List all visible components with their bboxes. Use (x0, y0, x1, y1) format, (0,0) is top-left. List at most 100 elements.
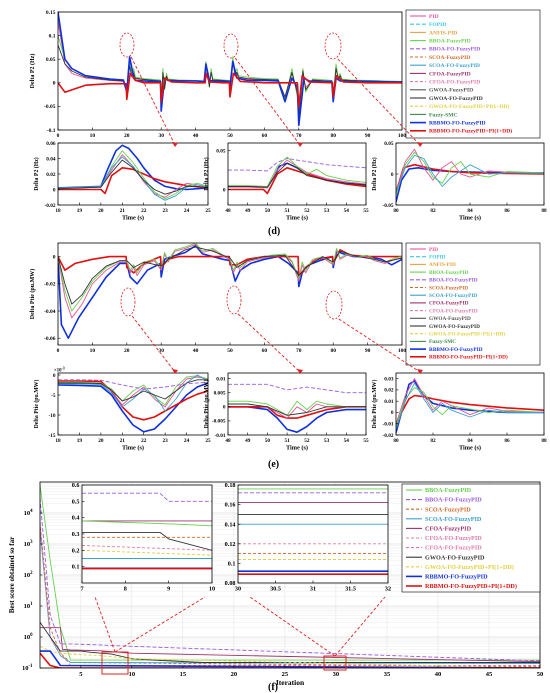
d-main-legend-entry: BBOA-FuzzyPID (429, 38, 471, 44)
e-main-y-tick-label: -0.02 (44, 282, 56, 288)
zoom-callout-circle (324, 32, 342, 60)
e-zoom2-x-tick-label: 54 (344, 438, 350, 444)
e-zoom2-y-tick-label: -0.01 (214, 433, 225, 439)
d-zoom1-y-tick-label: 0.06 (46, 141, 56, 147)
f-zoom2-y-tick-label: 0.14 (225, 521, 236, 528)
e-main-x-tick-label: 20 (124, 348, 130, 354)
e-zoom3-y-tick-label: -0.01 (382, 421, 393, 427)
f-zoom2-y-tick-label: 0.12 (225, 541, 236, 548)
e-zoom2-axes-frame (227, 372, 367, 436)
d-main-legend-entry: PID (429, 14, 439, 20)
e-zoom2-y-tick-label: 0 (223, 405, 226, 411)
d-main-x-tick-label: 60 (262, 133, 268, 139)
f-zoom1-y-tick-label: 0.2 (72, 547, 80, 554)
d-main-plot-bg (58, 12, 402, 130)
zoom-callout-circle (226, 285, 242, 315)
f-zoom2-x-tick-label: 30 (235, 586, 241, 593)
e-zoom1-series-group (58, 374, 208, 433)
d-main-legend-entry: GWOA-FO-FuzzyPID (429, 96, 483, 102)
f-main-series-line (40, 498, 540, 662)
e-zoom1-axes-frame (57, 372, 209, 436)
e-main-series-line (58, 246, 402, 305)
f-zoom1-x-tick-label: 8 (124, 586, 127, 593)
e-main-legend-entry: GWOA-FuzzyPID (429, 316, 471, 322)
d-zoom1-x-tick-label: 24 (184, 208, 190, 214)
e-main-legend-entry: CFOA-FO-FuzzyPID (429, 308, 478, 314)
f-zoom1-y-tick-label: 0.5 (72, 498, 80, 505)
d-zoom2-x-tick-label: 52 (304, 208, 310, 214)
f-zoom2-y-tick-label: 0.16 (225, 502, 236, 509)
d-main-x-tick-label: 90 (365, 133, 371, 139)
d-main-legend-entry: Fuzzy-SMC (429, 112, 458, 118)
d-zoom2-x-tick-label: 49 (245, 208, 251, 214)
d-zoom2-x-tick-label: 51 (284, 208, 290, 214)
d-zoom1-series-line (58, 144, 208, 191)
zoom-callout-arrow (249, 596, 336, 657)
f-main-legend-entry: CFOA-FuzzyPID (425, 525, 472, 532)
e-zoom2-x-tick-label: 49 (245, 438, 251, 444)
e-main-legend-entry: Fuzzy-SMC (429, 339, 456, 345)
f-zoom2-plot-bg (238, 485, 388, 583)
d-main-y-tick-label: -0.05 (44, 104, 56, 110)
e-main-x-tick-label: 30 (158, 348, 164, 354)
d-main-series-line (58, 35, 402, 124)
f-zoom1-series-line (82, 492, 212, 502)
d-zoom3-x-tick-label: 80 (393, 208, 399, 214)
d-zoom2-x-tick-label: 53 (324, 208, 330, 214)
e-main-x-tick-label: 40 (193, 348, 199, 354)
e-zoom3-y-tick-label: 0.03 (384, 376, 394, 382)
d-zoom3-series-line (396, 154, 544, 193)
e-zoom2-y-tick-label: -0.005 (212, 419, 226, 425)
d-zoom3-y-tick-label: 0.05 (384, 141, 394, 147)
f-zoom1-y-tick-label: 0.4 (72, 515, 80, 522)
d-main-x-tick-label: 80 (330, 133, 336, 139)
d-zoom1-x-axis-label: Time (s) (122, 215, 144, 222)
d-zoom1-y-tick-label: -0.02 (44, 203, 55, 209)
d-zoom3-y-axis-label: Delta P2 (Hz) (371, 157, 378, 191)
zoom-callout-circle (223, 33, 239, 59)
e-main-x-tick-label: 50 (227, 348, 233, 354)
e-zoom3-y-tick-label: 0 (391, 410, 394, 416)
e-zoom2-y-axis-label: Delta Ptie (pu.MW) (203, 380, 210, 429)
d-zoom2-y-tick-label: 0.05 (216, 149, 226, 155)
zoom-callout-arrowhead (172, 142, 178, 147)
d-zoom1-x-tick-label: 23 (162, 208, 168, 214)
d-zoom2-x-axis-label: Time (s) (286, 215, 308, 222)
e-main-legend-entry: SCOA-FuzzyPID (429, 285, 468, 291)
e-zoom1-x-tick-label: 19 (77, 438, 83, 444)
e-main-x-tick-label: 0 (57, 348, 60, 354)
f-zoom2-x-tick-label: 30.5 (270, 586, 281, 593)
d-zoom1-series-line (58, 167, 208, 195)
f-zoom1-series-group (82, 492, 212, 570)
f-zoom1-x-tick-label: 9 (167, 586, 170, 593)
f-main-legend-entry: CFOA-FO-FuzzyPID (425, 535, 482, 542)
d-main-x-tick-label: 20 (124, 133, 130, 139)
zoom-callout-arrow (338, 318, 421, 373)
d-main-legend-entry: CFOA-FO-FuzzyPID (429, 79, 480, 85)
e-main-y-axis-label: Delta Ptie (pu.MW) (29, 269, 36, 320)
d-main-x-tick-label: 70 (296, 133, 302, 139)
d-zoom2-y-tick-label: 0 (223, 187, 226, 193)
f-main-y-tick-label: 100 (24, 633, 34, 641)
f-zoom2-y-tick-label: 0.18 (225, 482, 236, 489)
e-main-legend-entry: BBOA-FuzzyPID (429, 270, 469, 276)
panel-label-f: (f) (268, 682, 278, 693)
f-zoom2-x-tick-label: 32 (385, 586, 391, 593)
f-main-x-tick-label: 15 (180, 671, 187, 678)
f-zoom1-series-line (82, 531, 212, 551)
e-zoom3-x-axis-label: Time (s) (459, 445, 481, 452)
f-main-x-tick-label: 30 (333, 671, 340, 678)
e-zoom2-series-group (228, 383, 366, 434)
e-main-x-tick-label: 60 (262, 348, 268, 354)
f-main-y-tick-label: 102 (24, 571, 34, 579)
f-main-series-line (40, 652, 540, 668)
d-zoom2-series-line (228, 159, 366, 189)
e-zoom3-series-line (396, 378, 544, 424)
e-zoom1-series-line (58, 380, 208, 421)
d-zoom2-plot-bg (228, 143, 366, 205)
d-zoom3-x-tick-label: 88 (541, 208, 547, 214)
e-main-series-group (58, 243, 402, 340)
panel-label-d: (d) (268, 226, 280, 237)
d-zoom2-series-line (228, 162, 366, 188)
